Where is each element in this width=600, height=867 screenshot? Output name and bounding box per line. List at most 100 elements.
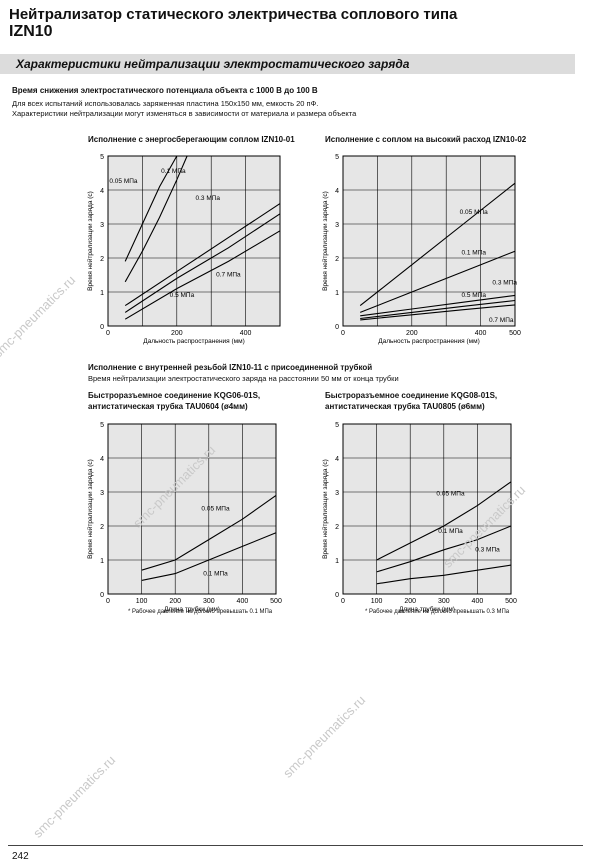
y-tick-label: 0 (100, 592, 104, 599)
watermark: smc-pneumatics.ru (30, 752, 119, 841)
y-tick-label: 3 (100, 490, 104, 497)
series-label: 0.3 МПа (195, 195, 220, 202)
series-label: 0.7 МПа (489, 317, 514, 324)
chart-3-footnote: * Рабочее давление не должно превышать 0… (128, 609, 273, 615)
x-tick-label: 100 (371, 598, 383, 605)
y-tick-label: 2 (335, 524, 339, 531)
series-line (124, 230, 281, 320)
x-tick-label: 200 (406, 330, 418, 337)
series-label: 0.1 МПа (203, 570, 228, 577)
series-label: 0.05 МПа (436, 490, 465, 497)
x-axis-label: Дальность распространения (мм) (378, 338, 480, 345)
x-tick-label: 500 (270, 598, 282, 605)
y-axis-label: Время нейтрализации заряда (с) (86, 191, 94, 291)
plot-area (342, 423, 512, 595)
x-axis-label: Длина трубки (мм) (164, 605, 220, 613)
y-axis-label: Время нейтрализации заряда (с) (86, 459, 94, 559)
series-line (124, 155, 188, 283)
chart-4-footnote: * Рабочее давление не должно превышать 0… (365, 609, 510, 615)
x-tick-label: 100 (136, 598, 148, 605)
chart-3-title: Быстроразъемное соединение KQG06-01S, ан… (88, 391, 261, 411)
y-tick-label: 4 (100, 456, 104, 463)
series-line (124, 213, 281, 313)
chart-3: 0 1 2 3 4 5 0 100 200 300 400 500 Длина трубки (мм) В… (86, 422, 282, 613)
series-label: 0.05 МПа (109, 178, 138, 185)
series-line (359, 182, 516, 307)
y-tick-label: 2 (100, 256, 104, 263)
y-tick-label: 4 (100, 188, 104, 195)
y-tick-label: 5 (100, 154, 104, 161)
x-tick-label: 400 (240, 330, 252, 337)
y-tick-label: 0 (335, 592, 339, 599)
footer-divider (8, 845, 583, 846)
series-line (360, 294, 516, 317)
watermark: smc-pneumatics.ru (0, 272, 79, 361)
x-tick-label: 200 (171, 330, 183, 337)
y-tick-label: 3 (100, 222, 104, 229)
y-tick-label: 1 (335, 290, 339, 297)
x-tick-label: 300 (203, 598, 215, 605)
section-band (0, 54, 575, 74)
page-title: Нейтрализатор статического электричества… (9, 6, 458, 23)
plot-area (107, 423, 277, 595)
y-tick-label: 0 (335, 324, 339, 331)
x-axis-label: Длина трубки (мм) (399, 605, 455, 613)
series-line (376, 564, 512, 585)
second-section-subheading: Время нейтрализации электростатического … (88, 374, 399, 383)
x-tick-label: 0 (341, 598, 345, 605)
y-tick-label: 3 (335, 222, 339, 229)
x-tick-label: 300 (438, 598, 450, 605)
series-label: 0.1 МПа (461, 250, 486, 257)
series-label: 0.3 МПа (492, 280, 517, 287)
chart-4-title: Быстроразъемное соединение KQG08-01S, ан… (325, 391, 498, 411)
y-tick-label: 5 (335, 422, 339, 429)
series-line (141, 532, 277, 581)
x-tick-label: 500 (505, 598, 517, 605)
series-line (141, 494, 277, 571)
series-line (359, 250, 516, 313)
y-axis-label: Время нейтрализации заряда (с) (321, 191, 329, 291)
chart-4: 0 1 2 3 4 5 0 100 200 300 400 500 Длина трубки (мм) В… (321, 422, 517, 613)
y-tick-label: 0 (100, 324, 104, 331)
plot-area (342, 155, 516, 327)
x-tick-label: 400 (472, 598, 484, 605)
x-tick-label: 500 (509, 330, 521, 337)
y-axis-label: Время нейтрализации заряда (с) (321, 459, 329, 559)
series-label: 0.7 МПа (216, 272, 241, 279)
chart-2: 0 1 2 3 4 5 0 200 400 500 Дальность распространени… (321, 154, 521, 345)
x-tick-label: 400 (237, 598, 249, 605)
chart-1-title: Исполнение с энергосберегающим соплом IZ… (88, 135, 295, 144)
series-label: 0.05 МПа (201, 506, 230, 513)
series-line (124, 203, 281, 307)
y-tick-label: 4 (335, 456, 339, 463)
page-number: 242 (12, 851, 29, 862)
x-tick-label: 200 (404, 598, 416, 605)
y-tick-label: 3 (335, 490, 339, 497)
y-tick-label: 2 (100, 524, 104, 531)
watermark: smc-pneumatics.ru (280, 692, 369, 781)
x-tick-label: 0 (341, 330, 345, 337)
series-label: 0.5 МПа (170, 292, 195, 299)
series-label: 0.5 МПа (461, 292, 486, 299)
y-tick-label: 5 (100, 422, 104, 429)
series-line (360, 304, 516, 321)
note-line-2: Характеристики нейтрализации могут измен… (12, 109, 357, 118)
note-line-1: Для всех испытаний использовалась заряже… (12, 99, 319, 108)
x-tick-label: 0 (106, 598, 110, 605)
y-tick-label: 4 (335, 188, 339, 195)
series-line (376, 525, 512, 573)
x-tick-label: 400 (475, 330, 487, 337)
y-tick-label: 2 (335, 256, 339, 263)
series-line (124, 155, 178, 262)
chart-2-title: Исполнение с соплом на высокий расход IZ… (325, 135, 527, 144)
y-tick-label: 1 (335, 558, 339, 565)
section-band-title: Характеристики нейтрализации электростат… (16, 57, 410, 71)
series-line (376, 481, 512, 561)
y-tick-label: 1 (100, 290, 104, 297)
product-code: IZN10 (9, 23, 53, 40)
x-axis-label: Дальность распространения (мм) (143, 338, 245, 345)
series-line (360, 299, 516, 320)
y-tick-label: 5 (335, 154, 339, 161)
subheading: Время снижения электростатического потен… (12, 86, 318, 95)
